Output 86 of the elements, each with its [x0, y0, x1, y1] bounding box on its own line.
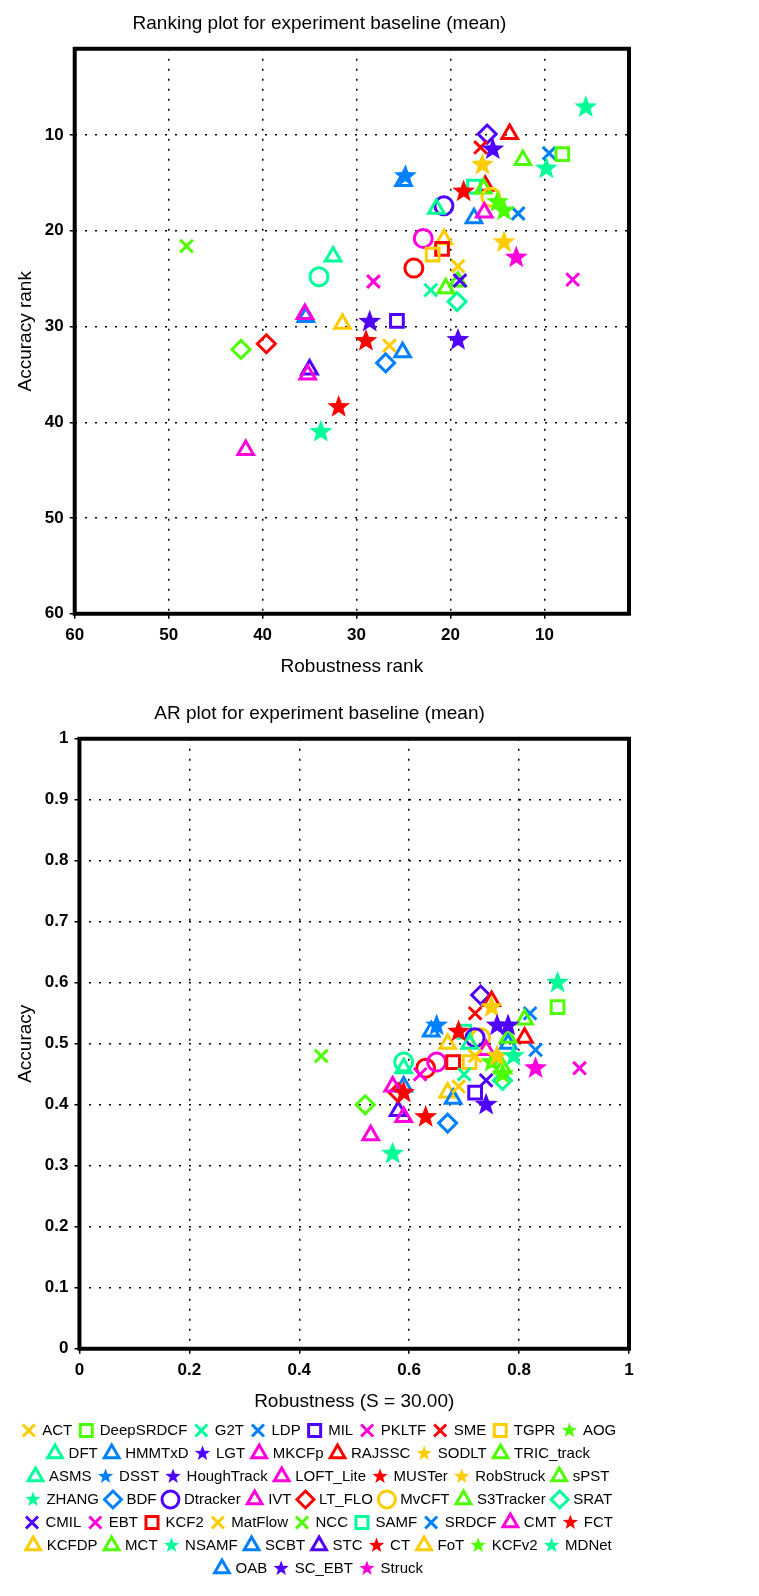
legend-label: MIL: [328, 1420, 354, 1438]
x-tick-label: 0.2: [177, 1359, 202, 1379]
y-tick-label: 0.9: [44, 789, 69, 809]
legend-label: S3Tracker: [477, 1489, 546, 1507]
y-tick-label: 0.1: [44, 1277, 69, 1297]
legend-label: SME: [453, 1420, 487, 1438]
legend-label: MUSTer: [393, 1466, 448, 1484]
x-tick-label: 1: [624, 1359, 634, 1379]
chart-title: AR plot for experiment baseline (mean): [154, 701, 485, 723]
y-tick-label: 0.8: [44, 850, 69, 870]
legend-label: TRIC_track: [514, 1443, 591, 1461]
legend-label: SRAT: [573, 1489, 613, 1507]
legend-label: ACT: [42, 1420, 73, 1438]
legend-label: HoughTrack: [186, 1466, 269, 1484]
y-axis-title: Accuracy: [13, 1004, 35, 1083]
x-tick-label: 40: [253, 624, 273, 644]
y-tick-label: 0.3: [44, 1155, 69, 1175]
x-tick-label: 0.4: [287, 1359, 312, 1379]
legend-label: NSAMF: [185, 1535, 238, 1553]
legend-label: CMIL: [45, 1512, 82, 1530]
x-tick-label: 10: [534, 624, 554, 644]
y-tick-label: 60: [44, 603, 64, 623]
x-tick-label: 0.8: [507, 1359, 531, 1379]
x-axis-title: Robustness rank: [280, 654, 424, 676]
legend-label: sPST: [572, 1466, 610, 1484]
legend-label: FCT: [583, 1512, 614, 1530]
x-tick-label: 20: [441, 624, 460, 644]
chart-title: Ranking plot for experiment baseline (mean): [132, 11, 507, 33]
legend-label: FoT: [437, 1535, 465, 1553]
legend-label: ASMS: [49, 1466, 92, 1484]
y-tick-label: 20: [44, 220, 64, 240]
y-tick-label: 30: [44, 316, 64, 336]
y-tick-label: 50: [44, 507, 64, 527]
legend-label: DFT: [68, 1443, 98, 1461]
y-tick-label: 0: [58, 1338, 69, 1358]
legend-label: Struck: [380, 1558, 424, 1576]
y-tick-label: 1: [58, 728, 69, 748]
legend-label: KCFv2: [491, 1535, 538, 1553]
legend-label: MCT: [125, 1535, 158, 1553]
legend-label: STC: [332, 1535, 363, 1553]
legend-label: SC_EBT: [294, 1558, 354, 1576]
legend-label: LT_FLO: [318, 1489, 373, 1507]
legend-label: SAMF: [375, 1512, 418, 1530]
legend-label: SCBT: [265, 1535, 306, 1553]
y-tick-label: 0.6: [44, 972, 69, 992]
legend-label: RobStruck: [475, 1466, 546, 1484]
legend-label: ZHANG: [46, 1489, 99, 1507]
legend-label: KCFDP: [46, 1535, 98, 1553]
legend-label: G2T: [214, 1420, 244, 1438]
legend-label: NCC: [315, 1512, 349, 1530]
legend-label: MKCFp: [272, 1443, 324, 1461]
x-tick-label: 30: [347, 624, 367, 644]
y-tick-label: 40: [44, 411, 64, 431]
legend-label: LOFT_Lite: [295, 1466, 367, 1484]
x-tick-label: 0.6: [397, 1359, 421, 1379]
legend-label: KCF2: [165, 1512, 204, 1530]
legend-label: MDNet: [565, 1535, 613, 1553]
legend-label: BDF: [126, 1489, 157, 1507]
legend-label: AOG: [582, 1420, 617, 1438]
legend-label: CT: [390, 1535, 411, 1553]
legend-label: MatFlow: [231, 1512, 289, 1530]
y-tick-label: 0.7: [44, 911, 69, 931]
legend-label: PKLTF: [380, 1420, 427, 1438]
y-tick-label: 0.5: [44, 1033, 69, 1053]
legend-label: OAB: [235, 1558, 268, 1576]
legend-label: DeepSRDCF: [99, 1420, 188, 1438]
y-tick-label: 10: [44, 124, 64, 144]
legend-label: LDP: [271, 1420, 301, 1438]
y-tick-label: 0.4: [44, 1094, 69, 1114]
y-tick-label: 0.2: [44, 1216, 69, 1236]
legend-label: RAJSSC: [351, 1443, 411, 1461]
legend-label: LGT: [216, 1443, 246, 1461]
legend-label: HMMTxD: [125, 1443, 189, 1461]
x-axis-title: Robustness (S = 30.00): [254, 1389, 455, 1411]
x-tick-label: 50: [159, 624, 179, 644]
legend-label: IVT: [268, 1489, 292, 1507]
legend-label: SRDCF: [444, 1512, 497, 1530]
legend-label: SODLT: [437, 1443, 487, 1461]
x-tick-label: 0: [74, 1359, 85, 1379]
legend-label: TGPR: [513, 1420, 556, 1438]
y-axis-title: Accuracy rank: [13, 270, 35, 392]
legend-label: Dtracker: [183, 1489, 241, 1507]
legend-label: MvCFT: [400, 1489, 450, 1507]
legend-label: EBT: [108, 1512, 139, 1530]
legend-label: DSST: [119, 1466, 160, 1484]
legend-label: CMT: [523, 1512, 557, 1530]
